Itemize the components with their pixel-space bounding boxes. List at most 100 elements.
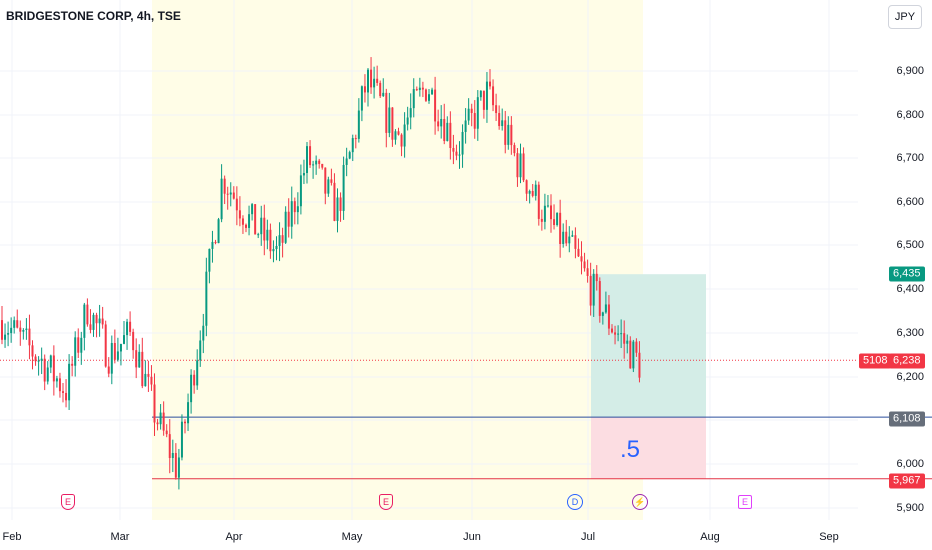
candle-body bbox=[403, 124, 406, 147]
candle-body bbox=[16, 320, 19, 328]
candle-body bbox=[184, 421, 186, 424]
candle-body bbox=[379, 82, 382, 97]
candle-body bbox=[43, 358, 46, 382]
candle-body bbox=[238, 210, 241, 219]
candle-body bbox=[275, 245, 278, 250]
candle-body bbox=[528, 191, 531, 194]
candle-body bbox=[400, 134, 403, 147]
candle-body bbox=[592, 273, 595, 306]
candle-body bbox=[147, 373, 150, 377]
candle-body bbox=[351, 138, 354, 153]
candle-body bbox=[165, 430, 168, 435]
risk-reward-ratio[interactable]: .5 bbox=[620, 436, 641, 463]
candle-body bbox=[516, 153, 519, 178]
candle-body bbox=[446, 122, 449, 142]
candle-body bbox=[89, 324, 92, 330]
candle-body bbox=[553, 219, 556, 226]
candle-body bbox=[40, 358, 43, 361]
candle-body bbox=[77, 337, 80, 353]
candle-body bbox=[443, 118, 446, 142]
candle-body bbox=[28, 328, 31, 346]
candle-body bbox=[55, 378, 58, 382]
time-tick-label: Jun bbox=[463, 531, 481, 543]
candle-body bbox=[336, 197, 339, 221]
candle-body bbox=[199, 340, 202, 361]
earnings-icon[interactable]: E bbox=[738, 495, 752, 509]
candle-body bbox=[68, 363, 71, 401]
candle-body bbox=[254, 204, 257, 235]
candle-body bbox=[269, 229, 272, 252]
candle-body bbox=[217, 219, 220, 244]
currency-button[interactable]: JPY bbox=[888, 5, 922, 29]
earnings-icon[interactable]: E bbox=[379, 494, 393, 510]
candle-body bbox=[431, 89, 434, 95]
candle-body bbox=[534, 184, 537, 196]
candle-body bbox=[150, 376, 153, 385]
candle-body bbox=[71, 363, 74, 366]
candle-body bbox=[382, 92, 385, 97]
candle-body bbox=[83, 304, 86, 338]
candle-body bbox=[421, 87, 424, 90]
candle-body bbox=[168, 434, 171, 459]
candle-body bbox=[604, 304, 607, 313]
candle-body bbox=[437, 121, 440, 127]
candle-body bbox=[607, 304, 610, 329]
candle-body bbox=[171, 452, 174, 459]
dividend-icon[interactable]: D bbox=[567, 494, 583, 510]
candle-body bbox=[397, 131, 400, 135]
candle-body bbox=[373, 78, 376, 88]
target-price-badge: 6,435 bbox=[889, 266, 925, 282]
time-tick-label: Feb bbox=[2, 531, 22, 543]
candle-body bbox=[19, 327, 22, 332]
candle-body bbox=[363, 86, 366, 93]
candle-body bbox=[342, 164, 345, 211]
price-tick-label: 6,500 bbox=[896, 239, 924, 251]
candle-body bbox=[598, 281, 601, 316]
earnings-icon[interactable]: E bbox=[61, 494, 75, 510]
candle-body bbox=[409, 108, 412, 118]
candle-body bbox=[46, 367, 49, 382]
candle-body bbox=[296, 206, 299, 213]
candle-body bbox=[470, 108, 473, 114]
candle-body bbox=[315, 160, 318, 165]
lightning-icon[interactable]: ⚡ bbox=[632, 494, 648, 510]
candle-body bbox=[52, 355, 55, 382]
candle-body bbox=[348, 152, 351, 159]
candle-body bbox=[318, 160, 321, 164]
candle-body bbox=[123, 335, 125, 344]
candle-body bbox=[586, 268, 589, 276]
candle-body bbox=[577, 248, 580, 257]
candle-body bbox=[190, 374, 193, 403]
candle-body bbox=[25, 328, 28, 331]
candle-body bbox=[495, 105, 498, 114]
candle-body bbox=[324, 167, 327, 194]
candle-body bbox=[571, 235, 574, 237]
candle-body bbox=[482, 90, 485, 110]
candle-body bbox=[510, 124, 513, 146]
candle-body bbox=[299, 175, 302, 207]
symbol-title[interactable]: BRIDGESTONE CORP, 4h, TSE bbox=[6, 9, 181, 23]
candle-body bbox=[583, 261, 586, 269]
price-tick-label: 6,600 bbox=[896, 196, 924, 208]
candle-body bbox=[116, 351, 119, 360]
candle-body bbox=[309, 146, 312, 166]
candle-body bbox=[492, 86, 495, 106]
candle-body bbox=[489, 81, 491, 87]
candle-body bbox=[501, 120, 504, 127]
price-tick-label: 6,700 bbox=[896, 152, 924, 164]
candle-body bbox=[135, 350, 138, 368]
candle-body bbox=[232, 192, 235, 199]
candle-body bbox=[476, 97, 479, 129]
candle-body bbox=[10, 327, 13, 334]
candle-body bbox=[565, 231, 568, 244]
candle-body bbox=[211, 241, 214, 249]
price-tick-label: 6,000 bbox=[896, 458, 924, 470]
candle-body bbox=[589, 275, 592, 306]
candle-body bbox=[241, 218, 244, 225]
candle-body bbox=[385, 92, 388, 133]
candle-body bbox=[287, 211, 290, 227]
candle-body bbox=[144, 373, 147, 387]
candle-body bbox=[434, 89, 437, 122]
candle-body bbox=[251, 204, 254, 215]
